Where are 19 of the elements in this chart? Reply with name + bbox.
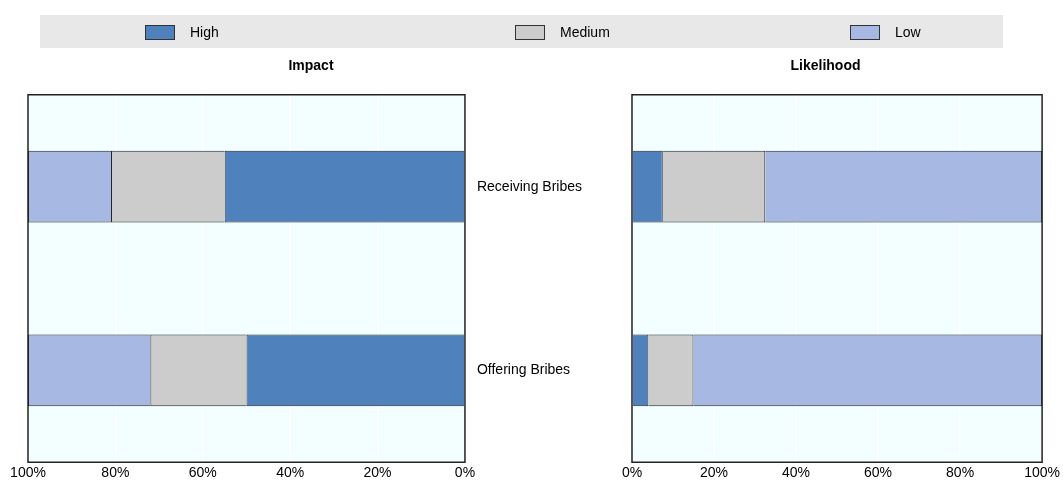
x-tick-label: 100% <box>1024 464 1060 481</box>
x-tick-label: 80% <box>946 464 975 481</box>
chart-title: Likelihood <box>790 57 861 74</box>
x-tick-label: 0% <box>454 464 476 481</box>
x-tick-label: 40% <box>782 464 811 481</box>
x-tick-label: 60% <box>188 464 217 481</box>
legend-label: High <box>190 24 219 40</box>
x-tick-label: 20% <box>363 464 392 481</box>
x-tick-label: 0% <box>621 464 643 481</box>
y-tick-label: Receiving Bribes <box>476 177 583 194</box>
y-tick-label: Offering Bribes <box>476 361 571 378</box>
chart-title: Impact <box>288 57 334 74</box>
x-tick-label: 80% <box>101 464 130 481</box>
x-tick-label: 100% <box>10 464 46 481</box>
legend-label: Medium <box>560 24 610 40</box>
x-tick-label: 20% <box>700 464 729 481</box>
x-tick-label: 60% <box>864 464 893 481</box>
legend-label: Low <box>895 24 921 40</box>
x-tick-label: 40% <box>276 464 305 481</box>
